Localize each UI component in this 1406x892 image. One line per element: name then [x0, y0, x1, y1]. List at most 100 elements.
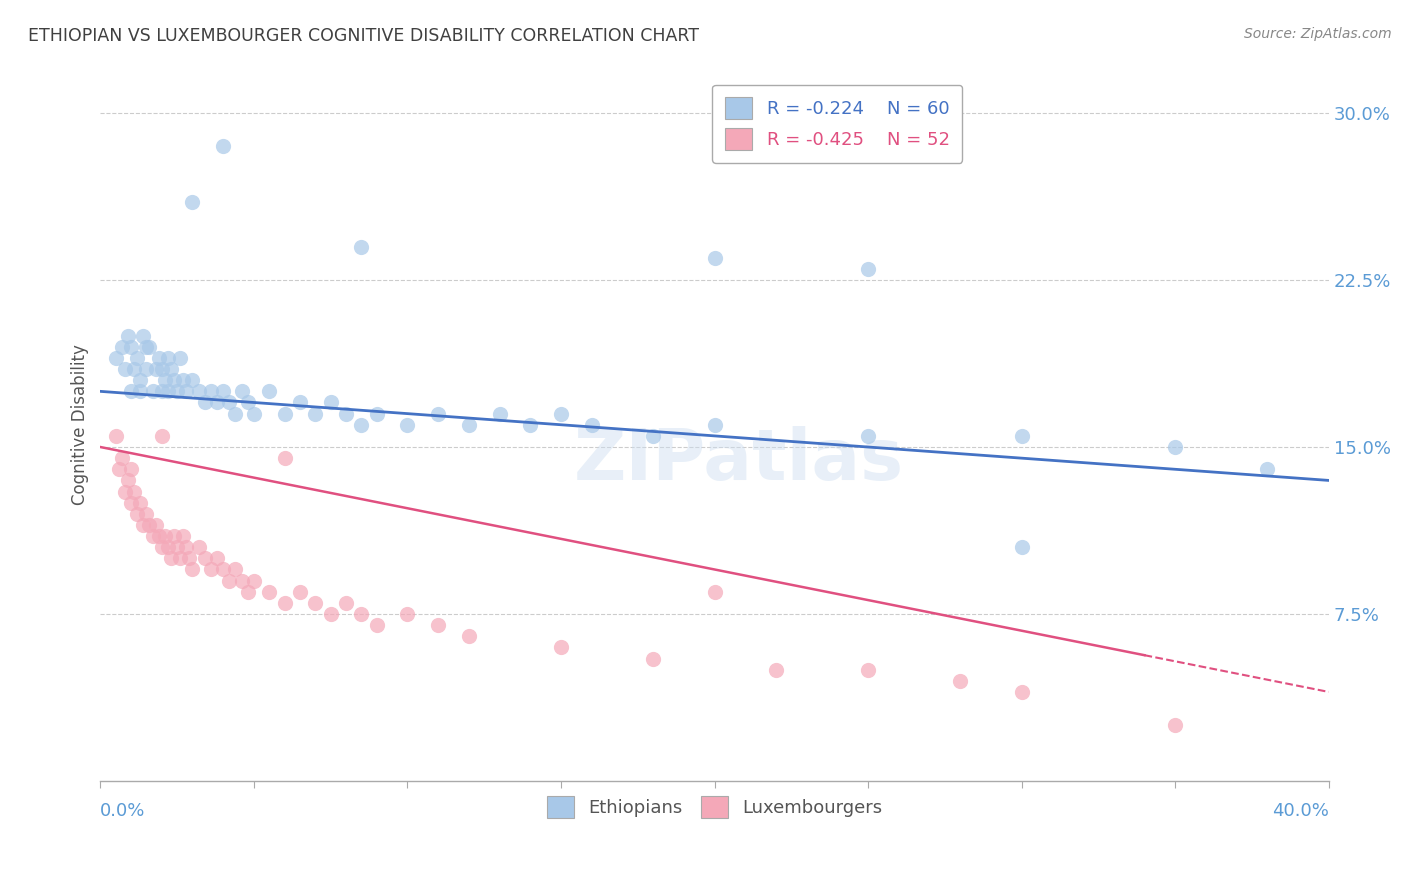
- Y-axis label: Cognitive Disability: Cognitive Disability: [72, 344, 89, 505]
- Point: [179, 551, 201, 566]
- Point: [856, 261, 879, 276]
- Point: [350, 607, 373, 621]
- Point: [457, 417, 479, 432]
- Point: [273, 451, 295, 466]
- Point: [148, 529, 170, 543]
- Point: [1011, 540, 1033, 554]
- Point: [457, 629, 479, 643]
- Point: [366, 407, 388, 421]
- Point: [160, 362, 183, 376]
- Point: [581, 417, 603, 432]
- Point: [145, 518, 167, 533]
- Point: [120, 496, 142, 510]
- Point: [856, 429, 879, 443]
- Point: [135, 507, 157, 521]
- Point: [129, 373, 152, 387]
- Point: [218, 574, 240, 588]
- Point: [288, 584, 311, 599]
- Text: ETHIOPIAN VS LUXEMBOURGER COGNITIVE DISABILITY CORRELATION CHART: ETHIOPIAN VS LUXEMBOURGER COGNITIVE DISA…: [28, 27, 699, 45]
- Point: [135, 362, 157, 376]
- Point: [396, 417, 419, 432]
- Point: [187, 384, 209, 399]
- Point: [132, 518, 155, 533]
- Text: 40.0%: 40.0%: [1272, 803, 1329, 821]
- Point: [550, 640, 572, 655]
- Point: [205, 551, 228, 566]
- Point: [288, 395, 311, 409]
- Point: [163, 373, 186, 387]
- Point: [273, 407, 295, 421]
- Point: [259, 584, 281, 599]
- Point: [1011, 429, 1033, 443]
- Point: [107, 462, 129, 476]
- Point: [212, 139, 235, 153]
- Point: [1164, 440, 1187, 454]
- Point: [335, 596, 357, 610]
- Point: [172, 529, 194, 543]
- Point: [181, 195, 204, 210]
- Point: [488, 407, 510, 421]
- Point: [138, 340, 160, 354]
- Point: [200, 384, 222, 399]
- Point: [120, 340, 142, 354]
- Point: [231, 574, 253, 588]
- Point: [176, 384, 198, 399]
- Point: [396, 607, 419, 621]
- Point: [156, 540, 179, 554]
- Point: [166, 540, 188, 554]
- Point: [319, 395, 342, 409]
- Point: [104, 351, 127, 365]
- Point: [122, 362, 145, 376]
- Point: [1256, 462, 1278, 476]
- Point: [205, 395, 228, 409]
- Text: 0.0%: 0.0%: [100, 803, 146, 821]
- Point: [1164, 718, 1187, 732]
- Point: [148, 351, 170, 365]
- Point: [114, 362, 136, 376]
- Point: [304, 596, 326, 610]
- Point: [111, 451, 134, 466]
- Point: [142, 384, 165, 399]
- Point: [150, 540, 173, 554]
- Point: [127, 507, 149, 521]
- Point: [169, 551, 191, 566]
- Point: [127, 351, 149, 365]
- Point: [150, 429, 173, 443]
- Point: [111, 340, 134, 354]
- Point: [259, 384, 281, 399]
- Point: [1011, 685, 1033, 699]
- Point: [335, 407, 357, 421]
- Point: [114, 484, 136, 499]
- Point: [117, 328, 139, 343]
- Point: [172, 373, 194, 387]
- Point: [643, 651, 665, 665]
- Point: [643, 429, 665, 443]
- Point: [187, 540, 209, 554]
- Point: [519, 417, 541, 432]
- Point: [703, 251, 725, 265]
- Point: [350, 417, 373, 432]
- Legend: Ethiopians, Luxembourgers: Ethiopians, Luxembourgers: [540, 789, 890, 825]
- Point: [243, 574, 266, 588]
- Point: [132, 328, 155, 343]
- Point: [427, 407, 450, 421]
- Point: [156, 351, 179, 365]
- Point: [176, 540, 198, 554]
- Point: [765, 663, 787, 677]
- Point: [949, 673, 972, 688]
- Point: [145, 362, 167, 376]
- Point: [231, 384, 253, 399]
- Point: [163, 529, 186, 543]
- Point: [166, 384, 188, 399]
- Point: [135, 340, 157, 354]
- Text: ZIPatlas: ZIPatlas: [574, 425, 904, 495]
- Point: [212, 562, 235, 576]
- Point: [150, 362, 173, 376]
- Point: [319, 607, 342, 621]
- Point: [153, 373, 176, 387]
- Text: Source: ZipAtlas.com: Source: ZipAtlas.com: [1244, 27, 1392, 41]
- Point: [273, 596, 295, 610]
- Point: [703, 584, 725, 599]
- Point: [194, 395, 217, 409]
- Point: [856, 663, 879, 677]
